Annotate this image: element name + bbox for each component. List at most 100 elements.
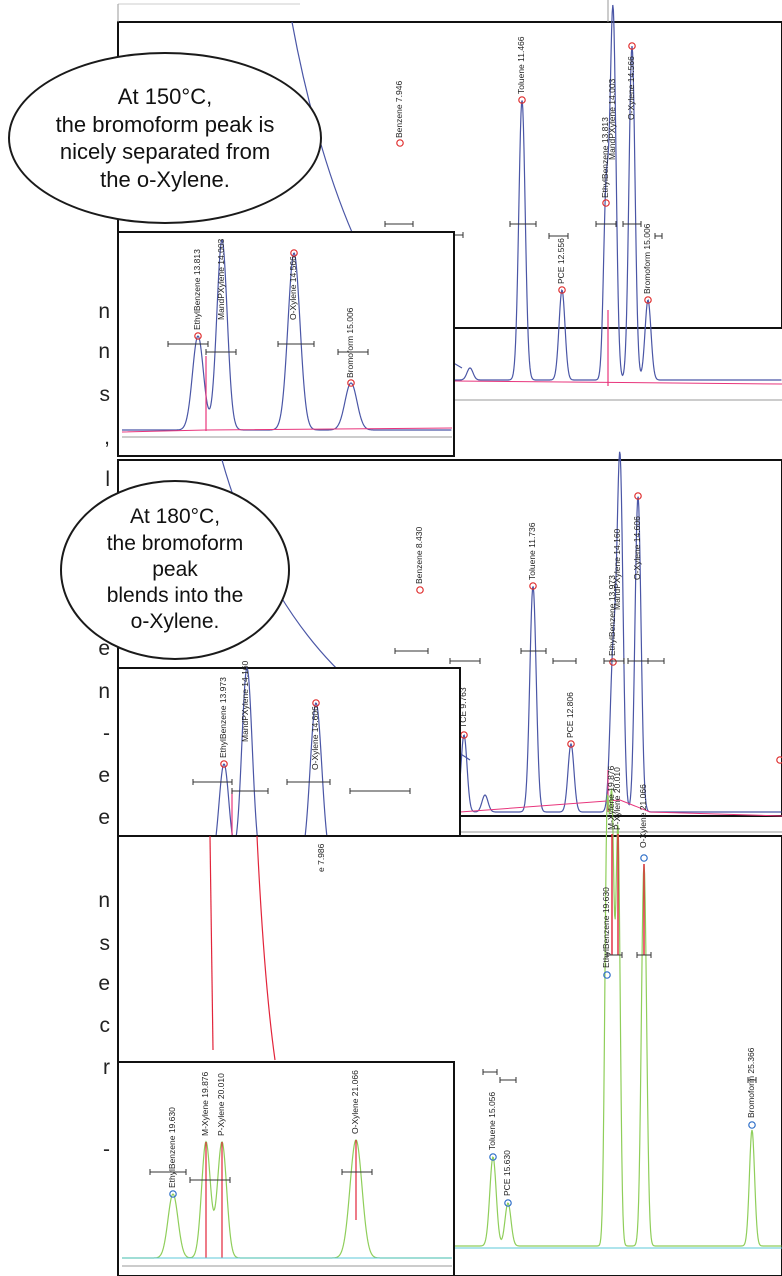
edge-letter: l <box>105 468 110 491</box>
peak-label: MandPXylene 14.003 <box>216 238 226 320</box>
edge-letter: e <box>98 972 110 995</box>
peak-label-group: O-Xylene 14.566 <box>626 56 636 120</box>
chromatogram-trace <box>459 451 782 813</box>
peak-label: Bromoform 25.366 <box>746 1047 756 1118</box>
peak-marker <box>776 756 782 764</box>
peak-label: MandPXylene 14.003 <box>607 78 617 160</box>
annotation-bubble-180c: At 180°C, the bromoform peak blends into… <box>60 480 290 660</box>
edge-letter: s <box>99 932 111 955</box>
chromatogram-trace <box>455 788 782 1247</box>
peak-marker <box>220 760 228 768</box>
annotation-bubble-150c: At 150°C, the bromoform peak is nicely s… <box>8 52 322 224</box>
edge-letter: e <box>98 637 110 660</box>
peak-label: Bromoform 15.006 <box>642 223 652 294</box>
inset-trace <box>122 239 452 431</box>
peak-marker <box>518 96 526 104</box>
peak-marker <box>603 971 611 979</box>
peak-marker <box>312 699 320 707</box>
peak-label-group: MandPXylene 14.160 <box>612 528 622 610</box>
peak-marker <box>416 586 424 594</box>
peak-label-group: Toluene 11.466 <box>516 36 526 94</box>
peak-label: Toluene 11.736 <box>527 522 537 580</box>
edge-letter: n <box>98 680 110 703</box>
peak-label-group: Benzene 8.430 <box>414 527 424 584</box>
peak-label: EthylBenzene 13.973 <box>607 575 617 656</box>
edge-letter: r <box>103 1056 110 1079</box>
peak-marker <box>644 296 652 304</box>
peak-label: P-Xylene 20.010 <box>612 767 622 830</box>
edge-letter: n <box>98 889 110 912</box>
inset-bottom: EthylBenzene 19.630 M-Xylene 19.876 P-Xyle… <box>117 1061 455 1276</box>
edge-letter: e <box>98 806 110 829</box>
overlay-red <box>205 1140 357 1258</box>
peak-label-group: MandPXylene 14.003 <box>607 78 617 160</box>
peak-marker <box>634 492 642 500</box>
peak-label-group: O-Xylene 14.566 <box>288 256 298 320</box>
peak-label: EthylBenzene 13.973 <box>218 677 228 758</box>
peak-marker <box>602 199 610 207</box>
baseline <box>454 380 782 385</box>
peak-label: O-Xylene 14.566 <box>288 256 298 320</box>
peak-label-group: PCE 12.806 <box>565 692 575 738</box>
peak-label-group: O-Xylene 14.606 <box>310 706 320 770</box>
peak-label-group: Toluene 15.056 <box>487 1092 497 1150</box>
edge-letter: c <box>99 1014 111 1037</box>
peak-label-group: M-Xylene 19.876 <box>606 765 616 830</box>
inset-150c: EthylBenzene 13.813 MandPXylene 14.003 O-X… <box>117 231 455 457</box>
peak-marker <box>640 854 648 862</box>
peak-label: EthylBenzene 13.813 <box>192 249 202 330</box>
chromatogram-trace <box>455 4 782 381</box>
edge-letter: , <box>104 426 110 449</box>
baseline <box>459 799 782 817</box>
peak-label: MandPXylene 14.160 <box>240 660 250 742</box>
peak-label-group: M-Xylene 19.876 <box>200 1071 210 1136</box>
edge-letter: e <box>98 764 110 787</box>
inset-frame <box>117 1061 455 1276</box>
solvent-line <box>209 835 214 1051</box>
peak-label: O-Xylene 21.066 <box>350 1070 360 1134</box>
peak-label: Benzene 8.430 <box>414 527 424 584</box>
edge-letter: s <box>99 383 111 406</box>
peak-label-group: EthylBenzene 13.813 <box>192 249 202 330</box>
peak-marker <box>489 1153 497 1161</box>
peak-marker <box>567 740 575 748</box>
peak-label: Bromoform 15.006 <box>345 307 355 378</box>
peak-label-group: Toluene 11.736 <box>527 522 537 580</box>
peak-label-group: P-Xylene 20.010 <box>612 767 622 830</box>
peak-label: P-Xylene 20.010 <box>216 1073 226 1136</box>
peak-label-group: O-Xylene 14.606 <box>632 516 642 580</box>
overlay-red <box>611 834 645 955</box>
peak-marker <box>609 658 617 666</box>
peak-label: PCE 15.630 <box>502 1150 512 1196</box>
edge-letter: n <box>98 300 110 323</box>
peak-label: EthylBenzene 19.630 <box>167 1107 177 1188</box>
peak-label-group: O-Xylene 21.066 <box>350 1070 360 1134</box>
peak-label: O-Xylene 21.066 <box>638 784 648 848</box>
edge-letter: - <box>103 722 110 745</box>
peak-marker <box>347 379 355 387</box>
edge-letter: n <box>98 340 110 363</box>
peak-marker <box>558 286 566 294</box>
peak-label: Benzene 7.946 <box>394 81 404 138</box>
peak-label-group: Bromoform 15.006 <box>642 223 652 294</box>
peak-marker <box>194 332 202 340</box>
peak-marker <box>396 139 404 147</box>
peak-label: M-Xylene 19.876 <box>606 765 616 830</box>
peak-label-group: EthylBenzene 19.630 <box>167 1107 177 1188</box>
peak-label: Toluene 11.466 <box>516 36 526 94</box>
peak-label: O-Xylene 14.606 <box>310 706 320 770</box>
peak-marker <box>529 582 537 590</box>
peak-label: M-Xylene 19.876 <box>200 1071 210 1136</box>
peak-label-group: Bromoform 15.006 <box>345 307 355 378</box>
peak-marker <box>504 1199 512 1207</box>
peak-label: PCE 12.556 <box>556 238 566 284</box>
peak-marker <box>748 1121 756 1129</box>
peak-label: EthylBenzene 13.813 <box>600 117 610 198</box>
peak-label-group: MandPXylene 14.160 <box>240 660 250 742</box>
peak-label-group: EthylBenzene 19.630 <box>601 887 611 968</box>
peak-label-group: EthylBenzene 13.813 <box>600 117 610 198</box>
peak-marker <box>290 249 298 257</box>
peak-label-group: PCE 12.556 <box>556 238 566 284</box>
